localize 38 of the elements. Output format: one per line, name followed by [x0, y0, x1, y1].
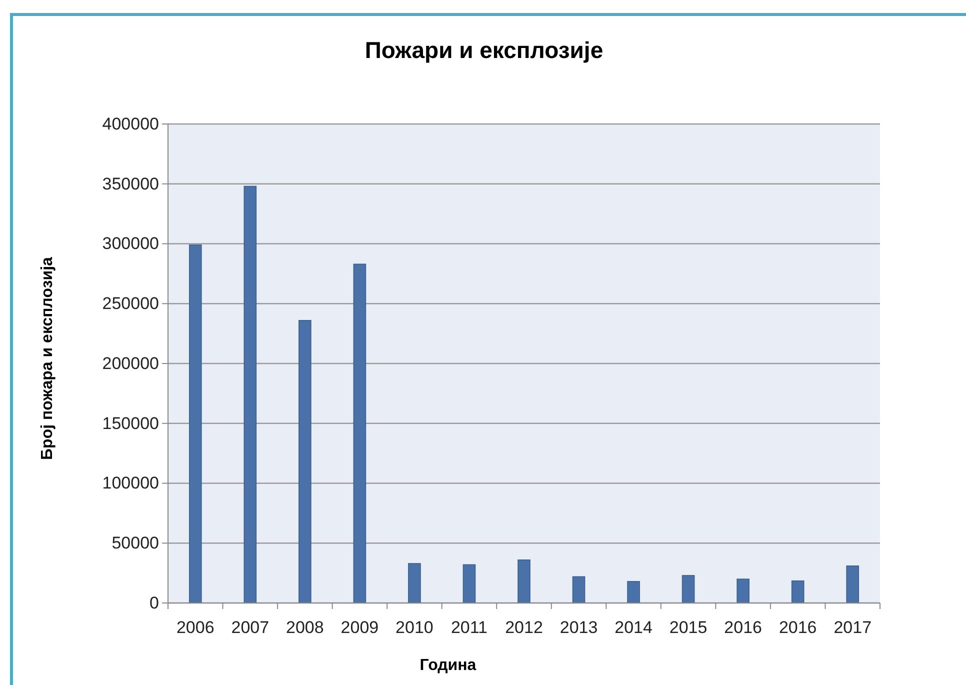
x-tick-label: 2013 [560, 618, 598, 638]
bar [518, 559, 530, 604]
y-tick-label: 150000 [102, 414, 159, 433]
bar [572, 576, 586, 604]
bar [462, 564, 476, 604]
x-axis-title: Година [420, 657, 476, 674]
x-tick-label: 2016 [724, 618, 762, 638]
y-tick-label: 400000 [102, 114, 159, 134]
bar [682, 575, 695, 604]
x-tick-label: 2016 [778, 618, 817, 638]
bar [408, 563, 421, 604]
y-tick-label: 300000 [102, 234, 159, 254]
y-tick-label: 50000 [112, 534, 159, 553]
x-tick-label: 2015 [669, 618, 708, 638]
y-axis-title: Број пожара и експлозија [39, 256, 56, 460]
x-tick-label: 2012 [505, 618, 543, 638]
bar [846, 565, 860, 604]
x-tick-label: 2006 [176, 618, 214, 638]
x-tick-label: 2008 [286, 618, 324, 638]
bar [353, 264, 366, 604]
x-tick-label: 2017 [834, 618, 872, 638]
y-tick-label: 350000 [102, 174, 159, 194]
bar [736, 578, 750, 604]
bar [298, 320, 312, 604]
bar [791, 580, 804, 604]
x-tick-label: 2010 [396, 618, 434, 638]
bar [627, 581, 640, 604]
x-tick-label: 2009 [340, 618, 379, 638]
y-tick-label: 200000 [102, 354, 159, 373]
x-tick-label: 2007 [231, 618, 270, 638]
x-tick-label: 2014 [614, 618, 652, 638]
x-tick-label: 2011 [450, 618, 488, 638]
bar [244, 186, 257, 604]
y-tick-label: 0 [150, 593, 159, 612]
y-tick-label: 100000 [102, 474, 159, 493]
y-tick-label: 250000 [102, 294, 159, 314]
bar [188, 244, 202, 604]
chart-title: Пожари и експлозије [364, 37, 604, 63]
